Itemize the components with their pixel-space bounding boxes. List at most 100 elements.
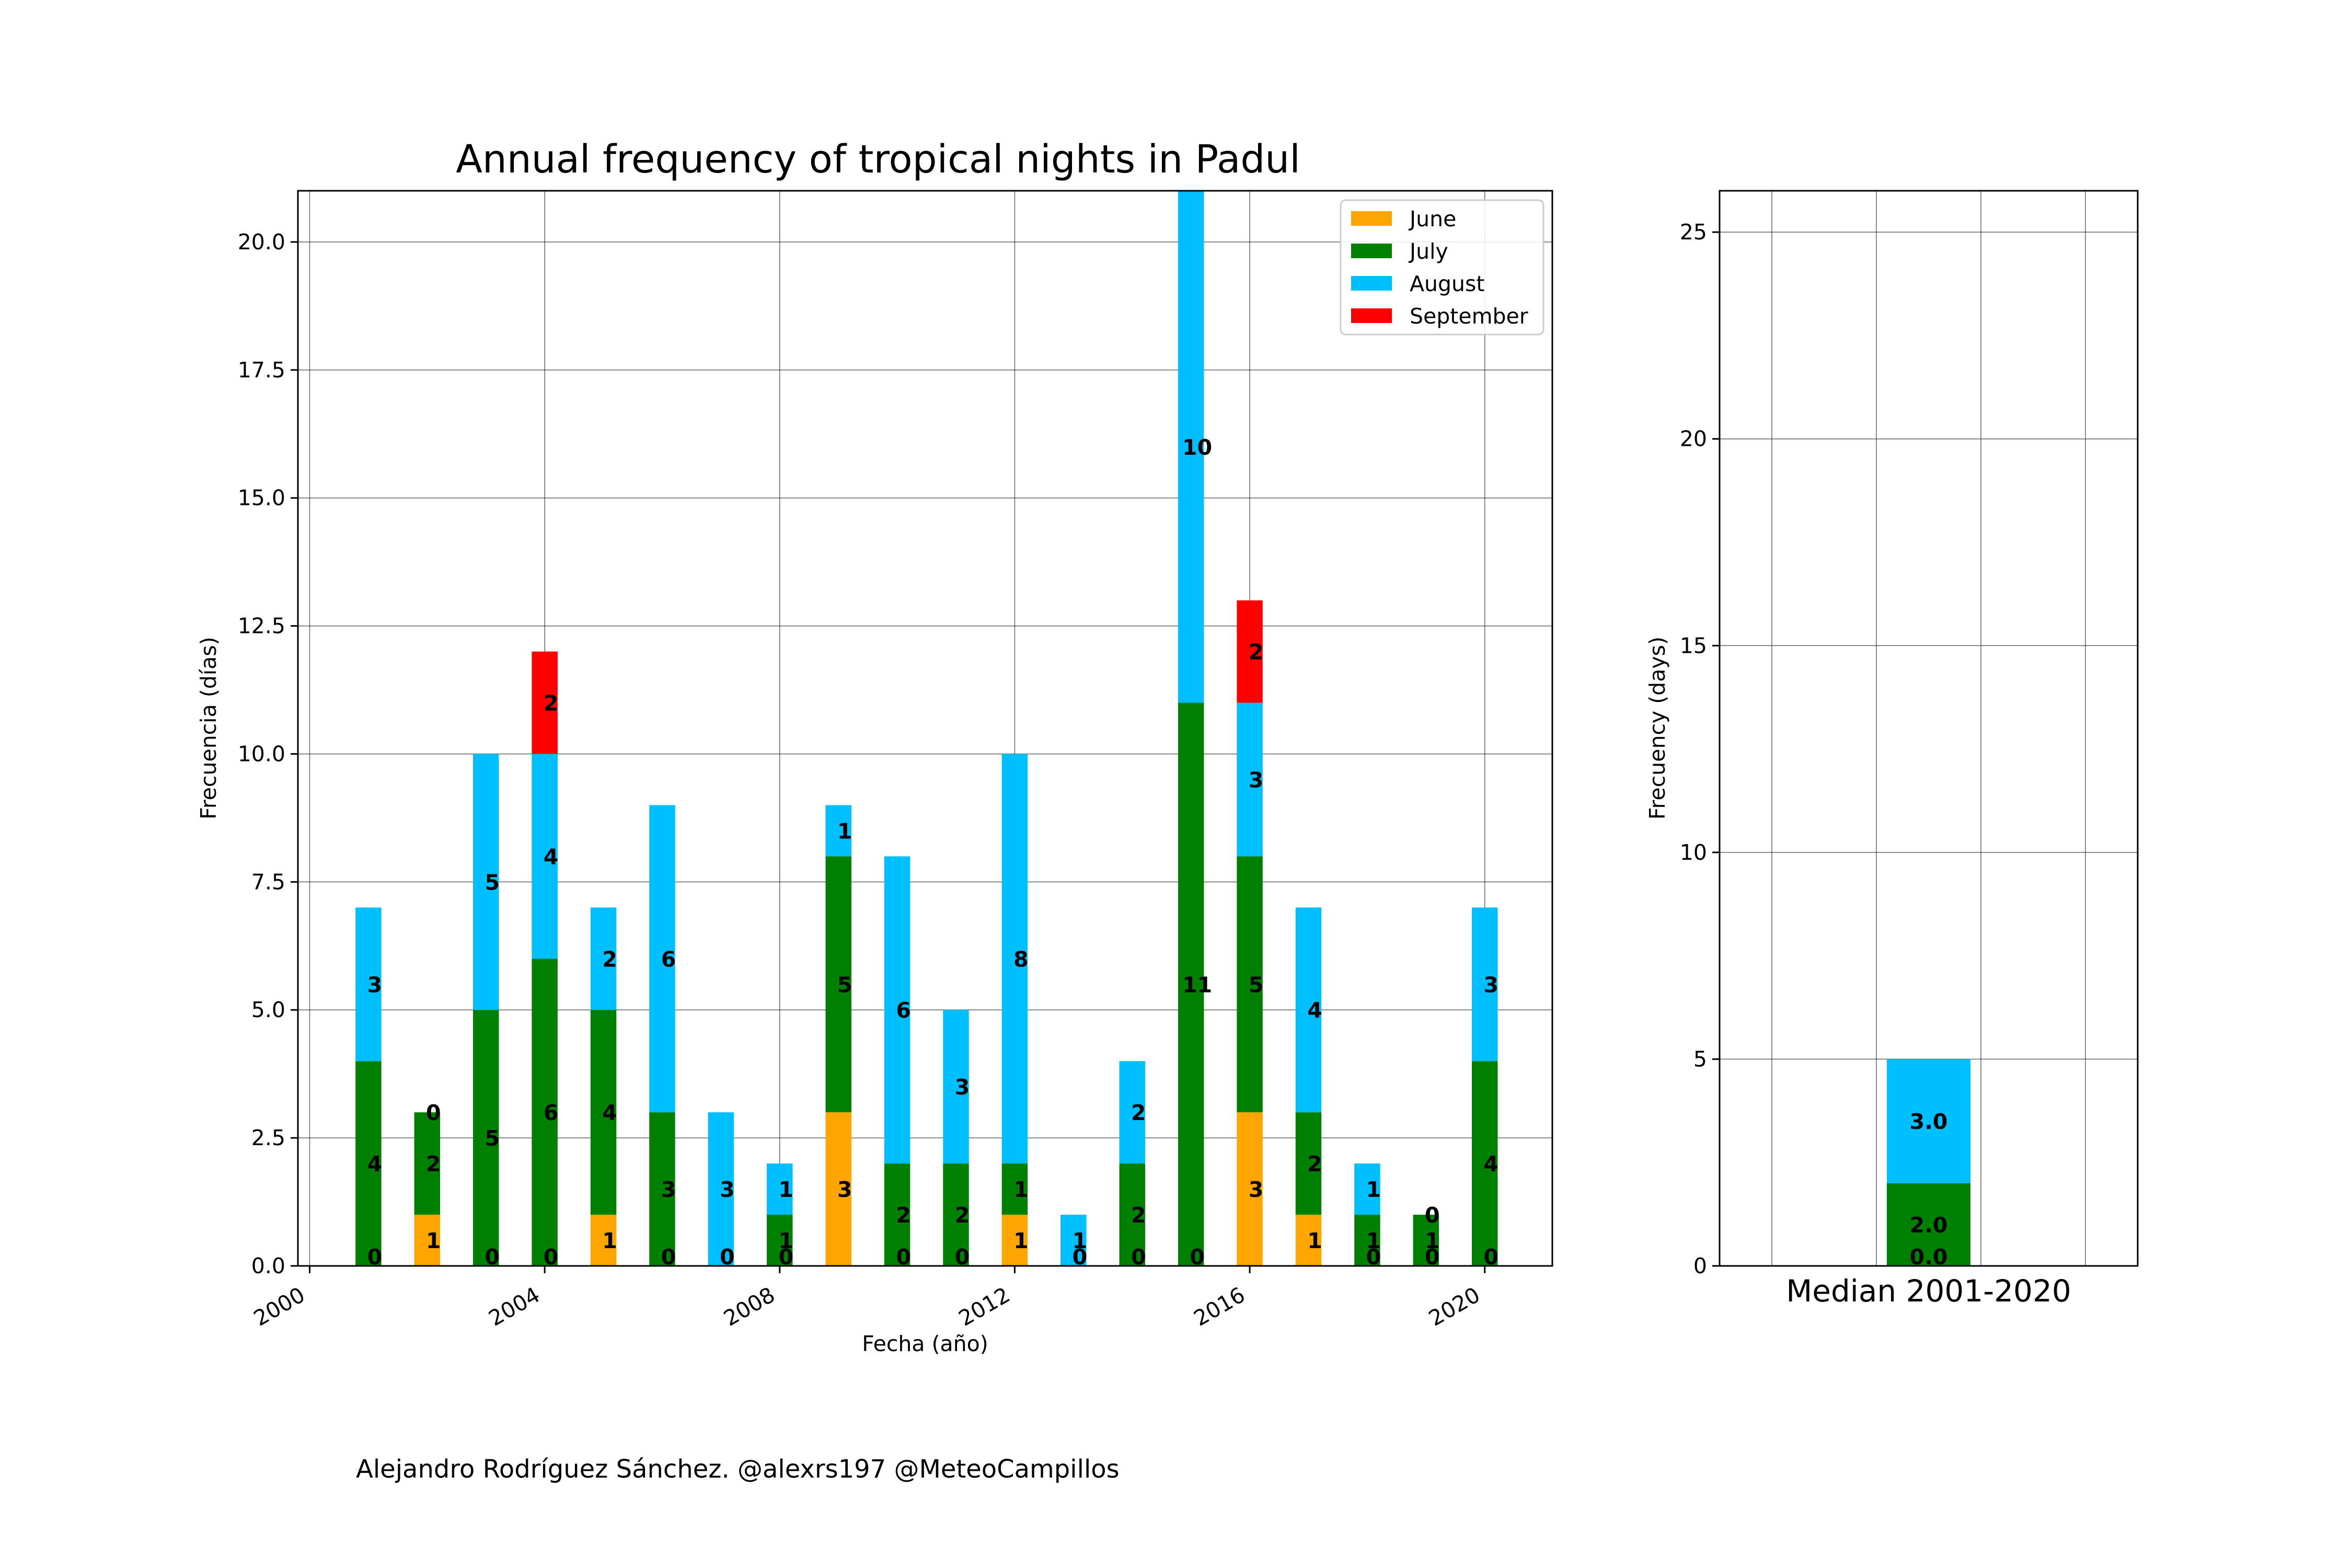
data-label-august-2018: 1 bbox=[1366, 1177, 1381, 1202]
bar-august-2013 bbox=[1060, 1215, 1087, 1266]
bar-june-2012 bbox=[1001, 1215, 1028, 1266]
bar-july-2015 bbox=[1178, 702, 1204, 1266]
data-label-july-2016: 5 bbox=[1249, 972, 1264, 997]
credit-line: Alejandro Rodríguez Sánchez. @alexrs197 … bbox=[356, 1455, 1120, 1484]
bar-july-2010 bbox=[884, 1163, 910, 1266]
data-label-august-2009: 1 bbox=[837, 818, 852, 844]
median-data-label-july: 2.0 bbox=[1910, 1213, 1948, 1238]
y-tick-label: 10.0 bbox=[238, 741, 285, 766]
main-plot-frame bbox=[297, 190, 1553, 1267]
data-label-july-2014: 2 bbox=[1131, 1203, 1146, 1228]
bar-august-2009 bbox=[825, 805, 851, 857]
data-label-august-2011: 3 bbox=[955, 1075, 970, 1100]
legend: June July August September bbox=[1340, 199, 1544, 336]
bar-july-2004 bbox=[532, 959, 558, 1266]
data-label-july-2011: 2 bbox=[955, 1203, 970, 1228]
data-label-june-2017: 1 bbox=[1307, 1228, 1322, 1253]
median-data-label-august: 3.0 bbox=[1910, 1109, 1948, 1134]
bar-august-2005 bbox=[590, 907, 617, 1010]
data-label-july-2020: 4 bbox=[1483, 1151, 1498, 1177]
bar-july-2001 bbox=[355, 1061, 382, 1266]
median-bars bbox=[1887, 1059, 1970, 1266]
x-tick-label: 2008 bbox=[719, 1282, 779, 1331]
data-label-august-2015: 10 bbox=[1182, 435, 1212, 460]
bar-august-2011 bbox=[943, 1010, 969, 1164]
median-ticks: 0 5 10 15 20 25 bbox=[1680, 220, 1720, 1278]
bar-july-2017 bbox=[1295, 1112, 1322, 1215]
main-chart-title: Annual frequency of tropical nights in P… bbox=[456, 137, 1300, 182]
bar-august-2001 bbox=[355, 907, 382, 1062]
median-y-tick-label: 0 bbox=[1693, 1253, 1707, 1278]
median-y-tick-label: 10 bbox=[1680, 840, 1707, 865]
data-label-august-2010: 6 bbox=[896, 998, 911, 1023]
median-y-tick-label: 5 bbox=[1693, 1046, 1707, 1071]
data-label-june-2005: 1 bbox=[602, 1228, 617, 1253]
bar-august-2015 bbox=[1178, 191, 1204, 703]
data-label-august-2020: 3 bbox=[1483, 972, 1498, 997]
data-label-august-2004: 4 bbox=[544, 844, 559, 869]
y-tick-label: 15.0 bbox=[238, 486, 285, 511]
y-tick-label: 20.0 bbox=[238, 229, 285, 255]
bar-august-2012 bbox=[1001, 754, 1028, 1164]
bar-august-2007 bbox=[708, 1112, 734, 1266]
main-bars bbox=[355, 191, 1498, 1266]
data-label-august-2016: 3 bbox=[1249, 767, 1264, 792]
bar-august-2004 bbox=[532, 754, 558, 959]
data-label-august-2003: 5 bbox=[485, 870, 500, 895]
median-y-tick-label: 25 bbox=[1680, 220, 1707, 245]
y-tick-label: 17.5 bbox=[238, 358, 285, 383]
legend-swatch-september bbox=[1351, 308, 1392, 323]
legend-label-september: September bbox=[1410, 304, 1528, 329]
median-x-axis-label: Median 2001-2020 bbox=[1786, 1273, 2071, 1309]
data-label-august-2006: 6 bbox=[661, 947, 676, 972]
data-label-july-2017: 2 bbox=[1307, 1151, 1322, 1177]
bar-july-2002 bbox=[414, 1112, 441, 1215]
data-label-june-2012: 1 bbox=[1013, 1228, 1029, 1253]
bar-september-2016 bbox=[1237, 600, 1263, 703]
x-tick-label: 2004 bbox=[485, 1282, 544, 1331]
bar-july-2006 bbox=[649, 1112, 675, 1266]
legend-swatch-july bbox=[1351, 244, 1392, 258]
x-tick-label: 2020 bbox=[1424, 1282, 1484, 1331]
data-label-july-2008: 1 bbox=[779, 1228, 794, 1253]
data-label-august-2017: 4 bbox=[1307, 998, 1322, 1023]
bar-july-2008 bbox=[767, 1215, 793, 1266]
bar-september-2004 bbox=[532, 651, 558, 754]
legend-frame bbox=[1340, 199, 1544, 336]
data-label-august-2007: 3 bbox=[720, 1177, 735, 1202]
data-label-august-2019: 0 bbox=[1425, 1203, 1440, 1228]
median-bar-july bbox=[1887, 1183, 1970, 1266]
y-tick-label: 12.5 bbox=[238, 614, 285, 639]
data-label-july-2012: 1 bbox=[1013, 1177, 1029, 1202]
data-label-august-2012: 8 bbox=[1013, 947, 1029, 972]
data-label-september-2004: 2 bbox=[544, 691, 559, 716]
bar-june-2017 bbox=[1295, 1215, 1322, 1266]
legend-swatch-august bbox=[1351, 276, 1392, 291]
bar-july-2003 bbox=[472, 1010, 499, 1266]
data-label-august-2002: 0 bbox=[426, 1100, 441, 1125]
data-label-july-2009: 5 bbox=[837, 972, 852, 997]
data-label-july-2005: 4 bbox=[602, 1100, 617, 1125]
x-tick-label: 2000 bbox=[249, 1282, 309, 1331]
median-bar-august bbox=[1887, 1059, 1970, 1183]
data-label-july-2004: 6 bbox=[544, 1100, 559, 1125]
data-label-june-2002: 1 bbox=[426, 1228, 441, 1253]
data-label-september-2016: 2 bbox=[1249, 640, 1264, 665]
data-label-august-2001: 3 bbox=[367, 972, 383, 997]
bar-june-2005 bbox=[590, 1215, 617, 1266]
bar-august-2014 bbox=[1119, 1061, 1145, 1164]
y-tick-label: 0.0 bbox=[251, 1253, 285, 1278]
bar-june-2016 bbox=[1237, 1112, 1263, 1266]
data-label-august-2008: 1 bbox=[779, 1177, 794, 1202]
data-label-july-2001: 4 bbox=[367, 1151, 383, 1177]
data-label-august-2005: 2 bbox=[602, 947, 617, 972]
data-label-july-2015: 11 bbox=[1182, 972, 1212, 997]
median-y-axis-label: Frecuency (days) bbox=[1645, 637, 1670, 820]
bar-june-2002 bbox=[414, 1215, 441, 1266]
legend-label-august: August bbox=[1410, 271, 1484, 296]
data-label-august-2013: 1 bbox=[1073, 1228, 1088, 1253]
bar-july-2019 bbox=[1413, 1215, 1439, 1266]
bar-july-2020 bbox=[1471, 1061, 1498, 1266]
